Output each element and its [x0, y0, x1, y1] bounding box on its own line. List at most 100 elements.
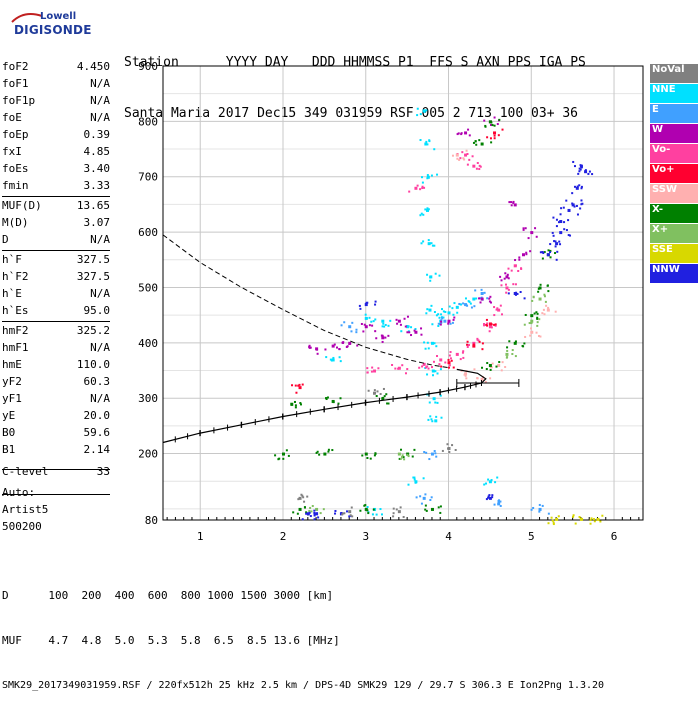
echo-point — [303, 506, 306, 509]
echo-point — [486, 136, 489, 139]
echo-point — [414, 186, 418, 190]
echo-point — [316, 348, 319, 351]
echo-point — [516, 292, 519, 295]
param-value: 13.65 — [76, 199, 110, 212]
echo-point — [302, 496, 305, 499]
echo-point — [331, 344, 335, 348]
param-row-hmF2: hmF2 325.2 — [2, 322, 110, 339]
echo-point — [554, 245, 557, 248]
echo-point — [437, 506, 440, 509]
param-value: 95.0 — [83, 304, 111, 317]
echo-point — [427, 208, 430, 211]
echo-point — [554, 310, 557, 313]
param-key: foE — [2, 111, 22, 124]
echo-point — [364, 303, 368, 307]
echo-point — [501, 313, 504, 316]
echo-point — [316, 450, 319, 453]
echo-point — [500, 284, 503, 287]
echo-point — [366, 456, 369, 459]
echo-point — [340, 512, 343, 515]
echo-point — [441, 317, 444, 320]
echo-point — [493, 503, 496, 506]
echo-point — [528, 322, 531, 325]
echo-point — [478, 139, 481, 142]
echo-point — [372, 320, 375, 323]
echo-point — [494, 324, 497, 327]
param-row-d: D N/A — [2, 231, 110, 248]
echo-point — [437, 322, 440, 325]
echo-point — [313, 518, 316, 521]
echo-point — [402, 456, 405, 459]
echo-point — [487, 478, 490, 481]
echo-point — [330, 359, 333, 362]
echo-point — [274, 454, 277, 457]
echo-point — [524, 313, 527, 316]
echo-point — [387, 324, 390, 327]
echo-point — [366, 509, 369, 512]
echo-point — [424, 347, 427, 350]
echo-point — [578, 184, 581, 187]
echo-point — [440, 319, 443, 322]
echo-point — [430, 507, 434, 511]
echo-point — [456, 157, 459, 160]
echo-point — [511, 349, 514, 352]
echo-point — [380, 513, 383, 516]
echo-point — [414, 327, 417, 330]
echo-point — [391, 363, 394, 366]
echo-point — [455, 352, 459, 356]
echo-point — [459, 157, 462, 160]
echo-point — [418, 366, 421, 369]
echo-point — [472, 297, 476, 301]
echo-point — [358, 304, 361, 307]
echo-point — [569, 234, 572, 237]
echo-point — [373, 389, 376, 392]
echo-point — [398, 457, 401, 460]
echo-point — [400, 330, 403, 333]
echo-point — [329, 358, 332, 361]
echo-point — [522, 227, 525, 230]
echo-point — [537, 334, 540, 337]
echo-point — [514, 293, 517, 296]
param-key: B0 — [2, 426, 16, 439]
echo-point — [406, 453, 409, 456]
y-tick-label: 600 — [138, 226, 158, 239]
echo-point — [477, 339, 480, 342]
echo-point — [552, 234, 555, 237]
echo-point — [293, 400, 296, 403]
echo-point — [565, 199, 568, 202]
echo-point — [408, 331, 411, 334]
echo-point — [331, 358, 335, 362]
echo-point — [493, 131, 497, 135]
echo-point — [501, 128, 504, 131]
echo-point — [466, 343, 469, 346]
echo-point — [291, 384, 294, 387]
echo-point — [365, 317, 368, 320]
echo-point — [442, 310, 445, 313]
echo-point — [490, 323, 493, 326]
echo-point — [298, 496, 302, 500]
echo-point — [317, 516, 320, 519]
echo-point — [539, 283, 542, 286]
echo-point — [430, 452, 434, 456]
echo-point — [575, 186, 579, 190]
echo-point — [364, 504, 367, 507]
echo-point — [472, 141, 475, 144]
echo-point — [488, 322, 492, 326]
param-value: 3.40 — [83, 162, 111, 175]
echo-point — [488, 363, 492, 367]
echo-point — [449, 351, 452, 354]
param-key: foEs — [2, 162, 29, 175]
echo-point — [483, 291, 486, 294]
echo-point — [521, 344, 524, 347]
echo-point — [325, 356, 328, 359]
echo-point — [374, 303, 377, 306]
echo-point — [434, 401, 437, 404]
echo-point — [301, 518, 304, 521]
echo-point — [367, 389, 370, 392]
param-key: foF1 — [2, 77, 29, 90]
echo-point — [537, 290, 540, 293]
echo-point — [338, 348, 341, 351]
echo-point — [421, 185, 424, 188]
echo-point — [348, 342, 351, 345]
echo-point — [488, 480, 492, 484]
